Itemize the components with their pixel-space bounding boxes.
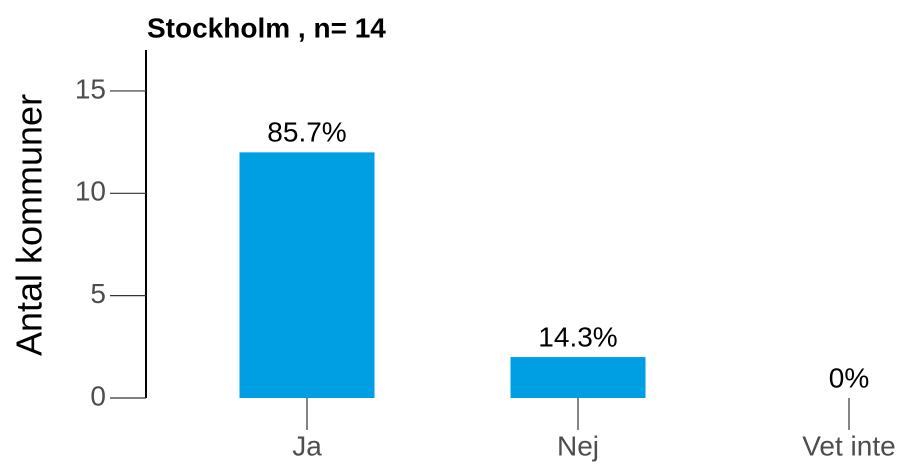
y-axis-label: Antal kommuner <box>9 94 50 356</box>
data-label: 0% <box>829 362 869 393</box>
bar <box>239 152 375 398</box>
y-tick-label: 5 <box>90 278 106 309</box>
chart-title: Stockholm , n= 14 <box>147 12 386 43</box>
x-tick-label: Vet inte <box>802 430 895 461</box>
data-label: 85.7% <box>267 117 346 148</box>
bar <box>510 357 646 398</box>
data-label: 14.3% <box>538 321 617 352</box>
y-tick-label: 0 <box>90 380 106 411</box>
x-tick-label: Ja <box>292 430 322 461</box>
y-tick-label: 10 <box>75 176 106 207</box>
y-tick-label: 15 <box>75 73 106 104</box>
x-tick-label: Nej <box>557 430 599 461</box>
